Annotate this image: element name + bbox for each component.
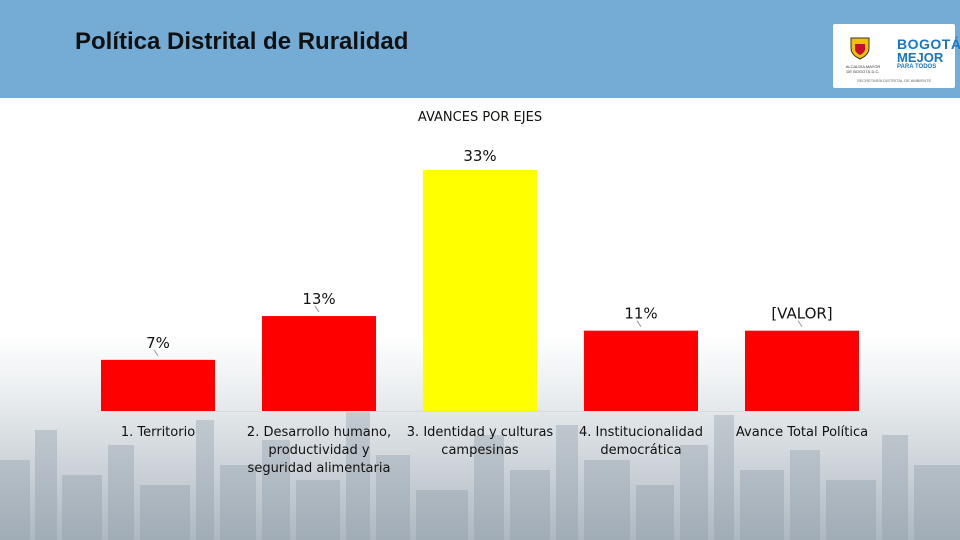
bogota-logo: ALCALDÍA MAYOR DE BOGOTÁ D.C. BOGOTÁ MEJ… [833,24,960,88]
data-label-4: 11% [624,305,657,323]
data-label-3: 33% [463,147,496,165]
slide-header-bar: Política Distrital de Ruralidad ALCALDÍA… [0,0,960,98]
logo-text-line3: PARA TODOS [897,64,937,70]
category-label-5: Avance Total Política [736,425,868,440]
bar-3 [423,170,537,411]
category-label-2: 2. Desarrollo humano, productividad y segu… [247,425,391,476]
data-label-1: 7% [146,334,170,352]
bar-5 [745,330,859,411]
bar-1 [101,359,215,411]
slide-title: Política Distrital de Ruralidad [75,28,409,55]
logo-text-line2: MEJOR [897,50,944,65]
logo-org-text: ALCALDÍA MAYOR DE BOGOTÁ D.C. [845,64,881,74]
data-label-leader-1 [153,349,159,357]
data-label-leader-4 [636,320,642,327]
coat-of-arms-icon [850,37,870,60]
category-label-1: 1. Territorio [121,425,195,440]
logo-text-line1: BOGOTÁ [897,36,960,52]
logo-footer-text: SECRETARÍA DISTRITAL DE AMBIENTE [857,78,932,83]
bar-4 [584,330,698,411]
bar-2 [262,316,376,411]
chart-title: AVANCES POR EJES [418,110,542,125]
data-label-5: [VALOR] [771,305,832,323]
category-label-4: 4. Institucionalidad democrática [579,425,703,458]
category-label-3: 3. Identidad y culturas campesinas [407,425,554,458]
data-label-2: 13% [302,290,335,308]
bars-layer: 7% 1. Territorio 13% 2. Desarrollo humano, p… [97,147,868,476]
data-label-leader-5 [797,320,803,327]
data-label-leader-2 [314,305,320,313]
